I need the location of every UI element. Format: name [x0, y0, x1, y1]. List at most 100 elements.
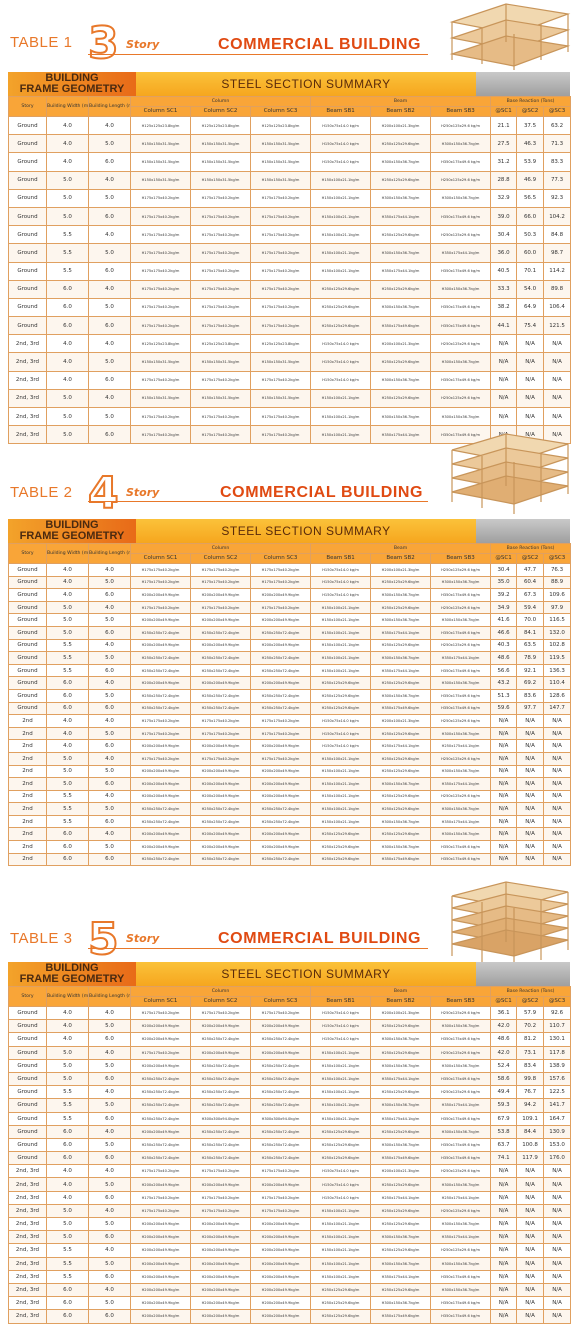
table-header-1: TABLE 1 3 Story COMMERCIAL BUILDING — [0, 0, 574, 70]
cell-section: H250x125x29.6 kg/m — [430, 638, 492, 653]
cell-section: H250x250x72.4kg/m — [190, 852, 251, 867]
cell-story: Ground — [8, 152, 47, 172]
cell-section: H250x125x29.6 kg/m — [430, 600, 492, 615]
cell-section: H250x250x72.4kg/m — [130, 1151, 191, 1166]
table-row: 2nd 6.0 4.0 H200x200x49.9kg/m H200x200x49.9k… — [8, 827, 572, 842]
cell-reaction: N/A — [490, 840, 518, 854]
cell-reaction: N/A — [543, 1243, 572, 1258]
cell-story: 2nd — [8, 814, 47, 829]
cell-story: 2nd, 3rd — [8, 388, 47, 409]
cell-section: H150x100x21.1kg/m — [310, 1098, 372, 1113]
table-row: 2nd, 3rd 5.5 5.0 H200x200x49.9kg/m H200x200x… — [8, 1256, 572, 1271]
cell-section: H350x175x44.1kg/m — [430, 1098, 492, 1113]
cell-dimension: 4.0 — [88, 1124, 131, 1139]
cell-story: 2nd — [8, 714, 47, 728]
cell-section: H350x175x49.6 kg/m — [430, 663, 492, 678]
cell-story: Ground — [8, 279, 47, 299]
cell-section: H300x300x94.0kg/m — [190, 1111, 251, 1126]
cell-reaction: 56.6 — [490, 663, 518, 678]
table-row: 2nd 5.5 4.0 H200x200x49.9kg/m H200x200x49.9k… — [8, 789, 572, 804]
table-row: Ground 5.5 5.0 H250x250x72.4kg/m H250x250x72… — [8, 651, 572, 665]
steel-section-summary-title: STEEL SECTION SUMMARY — [136, 962, 476, 986]
table-row: Ground 5.5 6.0 H250x250x72.4kg/m H250x250x72… — [8, 663, 572, 678]
cell-section: H150x100x21.1kg/m — [310, 243, 372, 263]
cell-section: H175x175x40.2kg/m — [130, 1005, 191, 1021]
table-row: Ground 5.0 4.0 H175x175x40.2kg/m H175x175x40… — [8, 600, 572, 615]
cell-section: H350x175x49.6kg/m — [370, 852, 432, 867]
cell-reaction: N/A — [516, 1177, 545, 1192]
cell-story: Ground — [8, 261, 47, 281]
cell-section: H200x200x49.9kg/m — [190, 676, 251, 690]
cell-reaction: N/A — [543, 406, 572, 427]
cell-section: H250x250x72.4kg/m — [249, 852, 312, 867]
cell-section: H175x175x40.2kg/m — [130, 188, 191, 208]
cell-dimension: 6.0 — [46, 852, 89, 867]
cell-section: H150x100x21.1kg/m — [310, 651, 372, 665]
cell-story: Ground — [8, 1032, 47, 1047]
cell-reaction: 94.2 — [516, 1098, 545, 1113]
cell-section: H200x100x21.3kg/m — [370, 714, 432, 728]
header-sb3: Beam SB3 — [430, 996, 492, 1007]
cell-section: H250x125x29.6kg/m — [370, 1203, 432, 1219]
cell-reaction: N/A — [543, 1190, 572, 1205]
cell-reaction: N/A — [490, 814, 518, 829]
cell-reaction: N/A — [543, 726, 572, 741]
cell-section: H200x200x49.9kg/m — [130, 827, 191, 842]
cell-reaction: 109.6 — [543, 588, 572, 602]
cell-reaction: 92.3 — [543, 188, 572, 208]
header-sc2: Column SC2 — [190, 996, 251, 1007]
cell-story: 2nd, 3rd — [8, 406, 47, 427]
cell-dimension: 4.0 — [88, 388, 131, 409]
cell-section: H150x150x31.5kg/m — [249, 352, 312, 372]
cell-section: H150x150x31.5kg/m — [249, 152, 312, 172]
table-row: 2nd, 3rd 4.0 6.0 H175x175x40.2kg/m H175x175x… — [8, 370, 572, 390]
cell-section: H250x125x29.6 kg/m — [430, 714, 492, 728]
cell-section: H150x100x21.1kg/m — [310, 425, 372, 445]
cell-story: Ground — [8, 676, 47, 690]
cell-reaction: N/A — [543, 764, 572, 779]
header-story: Story — [8, 986, 47, 1007]
cell-section: H250x250x72.4kg/m — [190, 651, 251, 665]
cell-reaction: 74.1 — [490, 1151, 518, 1166]
cell-section: H250x250x72.4kg/m — [249, 802, 312, 816]
cell-section: H200x200x49.9kg/m — [249, 789, 312, 804]
table-row: Ground 5.5 4.0 H250x250x72.4kg/m H250x250x72… — [8, 1085, 572, 1100]
table-row: 2nd, 3rd 5.0 4.0 H175x175x40.2kg/m H175x175x… — [8, 1203, 572, 1219]
cell-reaction: 59.3 — [490, 1098, 518, 1113]
cell-reaction: 84.1 — [516, 625, 545, 640]
cell-section: H250x125x29.6 kg/m — [430, 388, 492, 409]
cell-section: H175x175x40.2kg/m — [190, 297, 251, 318]
cell-reaction: N/A — [490, 714, 518, 728]
cell-reaction: 46.6 — [490, 625, 518, 640]
cell-section: H250x250x72.4kg/m — [249, 663, 312, 678]
cell-dimension: 5.0 — [46, 1045, 89, 1060]
cell-dimension: 6.0 — [88, 1071, 131, 1087]
cell-section: H250x125x29.6kg/m — [310, 279, 372, 299]
cell-dimension: 4.0 — [88, 789, 131, 804]
cell-dimension: 5.0 — [88, 406, 131, 427]
cell-section: H150x100x21.1kg/m — [310, 1045, 372, 1060]
header-length: Building Length (m) per Bay — [88, 96, 131, 117]
cell-reaction: N/A — [490, 789, 518, 804]
cell-reaction: N/A — [543, 1309, 572, 1324]
cell-reaction: 21.1 — [490, 115, 518, 136]
cell-section: H250x250x72.4kg/m — [190, 1151, 251, 1166]
cell-section: H200x100x21.3kg/m — [370, 334, 432, 354]
cell-dimension: 5.5 — [46, 1085, 89, 1100]
cell-section: H250x125x29.6kg/m — [310, 840, 372, 854]
cell-section: H175x175x40.2kg/m — [190, 316, 251, 336]
cell-reaction: N/A — [490, 852, 518, 867]
cell-dimension: 6.0 — [46, 1296, 89, 1311]
cell-section: H250x250x72.4kg/m — [190, 1085, 251, 1100]
cell-section: H250x125x29.6 kg/m — [430, 1243, 492, 1258]
cell-reaction: N/A — [490, 1243, 518, 1258]
cell-section: H150x150x31.5kg/m — [130, 134, 191, 154]
cell-section: H250x125x29.6kg/m — [370, 751, 432, 766]
cell-reaction: 53.8 — [490, 1124, 518, 1139]
building-title: COMMERCIAL BUILDING — [220, 484, 424, 501]
cell-reaction: N/A — [516, 840, 545, 854]
cell-section: H200x200x49.9kg/m — [130, 777, 191, 791]
cell-story: Ground — [8, 206, 47, 227]
cell-section: H175x175x40.2kg/m — [190, 575, 251, 590]
cell-dimension: 5.0 — [88, 688, 131, 703]
